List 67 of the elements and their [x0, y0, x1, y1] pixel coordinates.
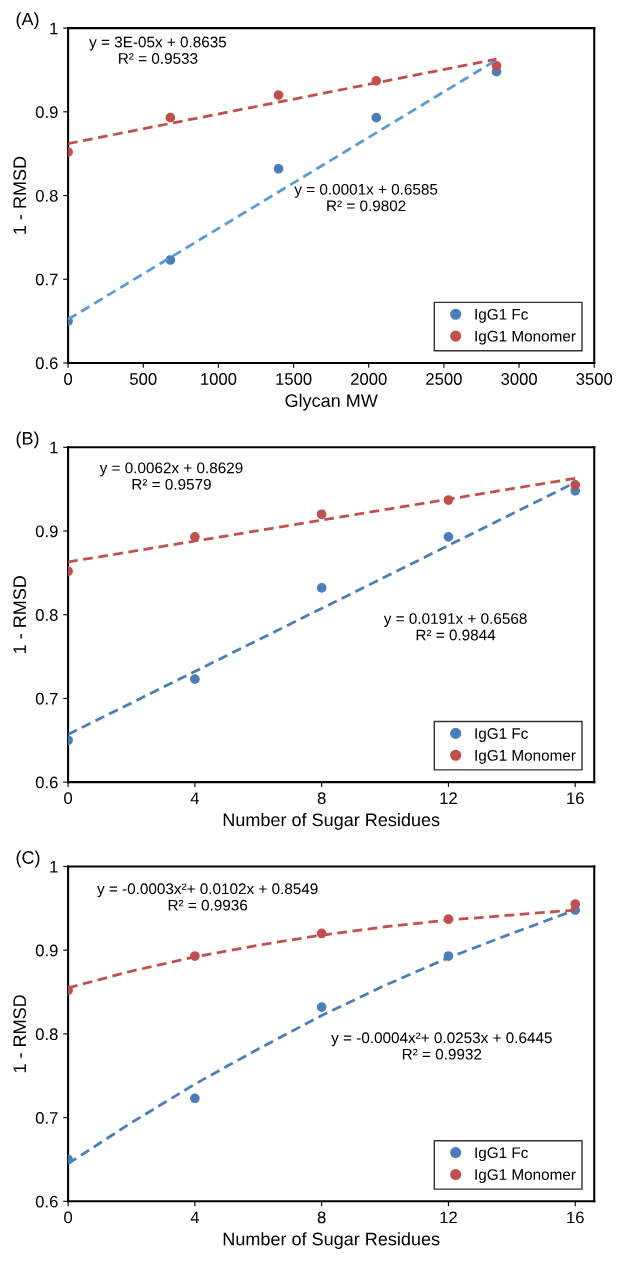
point — [491, 60, 502, 71]
point — [443, 532, 454, 542]
legend-label: IgG1 Fc — [475, 728, 528, 742]
x-tick-label: 0 — [64, 792, 73, 805]
x-tick-label: 1000 — [201, 373, 237, 385]
legend-label: IgG1 Monomer — [475, 330, 576, 345]
annotation: y = 3E-05x + 0.8635 R² = 0.9533 — [89, 36, 227, 64]
x-tick-label: 2000 — [351, 373, 387, 385]
x-tick-label: 4 — [190, 1211, 200, 1224]
y-axis-title: 1 - RMSD — [13, 156, 27, 234]
x-axis-title: Number of Sugar Residues — [223, 812, 440, 830]
point — [570, 899, 581, 910]
y-tick-label: 0.6 — [35, 1195, 58, 1208]
y-tick-label: 0.8 — [35, 189, 58, 202]
point — [190, 674, 200, 685]
point — [165, 112, 176, 123]
y-tick-label: 1 — [50, 441, 58, 454]
x-tick-label: 3000 — [501, 373, 537, 385]
x-tick-label: 3500 — [576, 373, 613, 385]
y-tick-label: 0.8 — [35, 1028, 58, 1041]
annotation: y = -0.0004x²+ 0.0253x + 0.6445 R² = 0.9932 — [331, 1032, 552, 1060]
x-tick-label: 8 — [317, 1211, 326, 1224]
point — [316, 1002, 327, 1012]
y-axis-title: 1 - RMSD — [13, 995, 27, 1073]
x-tick-label: 0 — [64, 1211, 73, 1224]
y-tick-label: 1 — [50, 861, 58, 873]
point — [273, 163, 284, 174]
point — [316, 583, 327, 593]
x-tick-label: 12 — [440, 792, 457, 804]
point — [273, 90, 284, 100]
y-tick-label: 0.9 — [35, 944, 58, 957]
x-tick-label: 16 — [567, 792, 584, 805]
y-tick-label: 0.9 — [35, 106, 58, 119]
point — [316, 509, 327, 520]
annotation: y = -0.0003x²+ 0.0102x + 0.8549 R² = 0.9936 — [97, 883, 318, 911]
x-tick-label: 0 — [64, 373, 73, 385]
y-tick-label: 0.7 — [35, 1112, 58, 1124]
x-axis-title: Number of Sugar Residues — [223, 1232, 440, 1249]
chart-title: (B) — [16, 431, 39, 449]
x-tick-label: 12 — [440, 1211, 457, 1224]
y-tick-label: 0.6 — [35, 776, 58, 789]
annotation: y = 0.0062x + 0.8629 R² = 0.9579 — [99, 462, 243, 490]
x-tick-label: 16 — [567, 1211, 584, 1224]
x-tick-label: 500 — [130, 373, 157, 385]
y-tick-label: 0.7 — [35, 692, 58, 705]
point — [371, 112, 382, 123]
x-tick-label: 8 — [317, 792, 326, 805]
point — [190, 1093, 200, 1104]
annotation: y = 0.0191x + 0.6568 R² = 0.9844 — [383, 613, 527, 641]
legend-label: IgG1 Monomer — [475, 749, 576, 764]
x-tick-label: 2500 — [426, 373, 462, 385]
y-axis-title: 1 - RMSD — [13, 575, 27, 653]
y-tick-label: 0.8 — [35, 609, 58, 621]
annotation: y = 0.0001x + 0.6585 R² = 0.9802 — [294, 183, 438, 212]
chart-title: (C) — [16, 850, 40, 868]
x-axis-title: Glycan MW — [285, 393, 378, 411]
x-tick-label: 1500 — [276, 373, 312, 385]
legend-label: IgG1 Fc — [475, 308, 528, 323]
legend-label: IgG1 Fc — [475, 1147, 528, 1162]
y-tick-label: 0.6 — [35, 357, 58, 370]
chart-title: (A) — [16, 12, 39, 30]
legend-label: IgG1 Monomer — [475, 1169, 576, 1183]
point — [570, 480, 581, 490]
y-tick-label: 0.7 — [35, 273, 58, 286]
y-tick-label: 0.9 — [35, 525, 58, 538]
x-tick-label: 4 — [190, 792, 200, 804]
y-tick-label: 1 — [50, 22, 58, 35]
